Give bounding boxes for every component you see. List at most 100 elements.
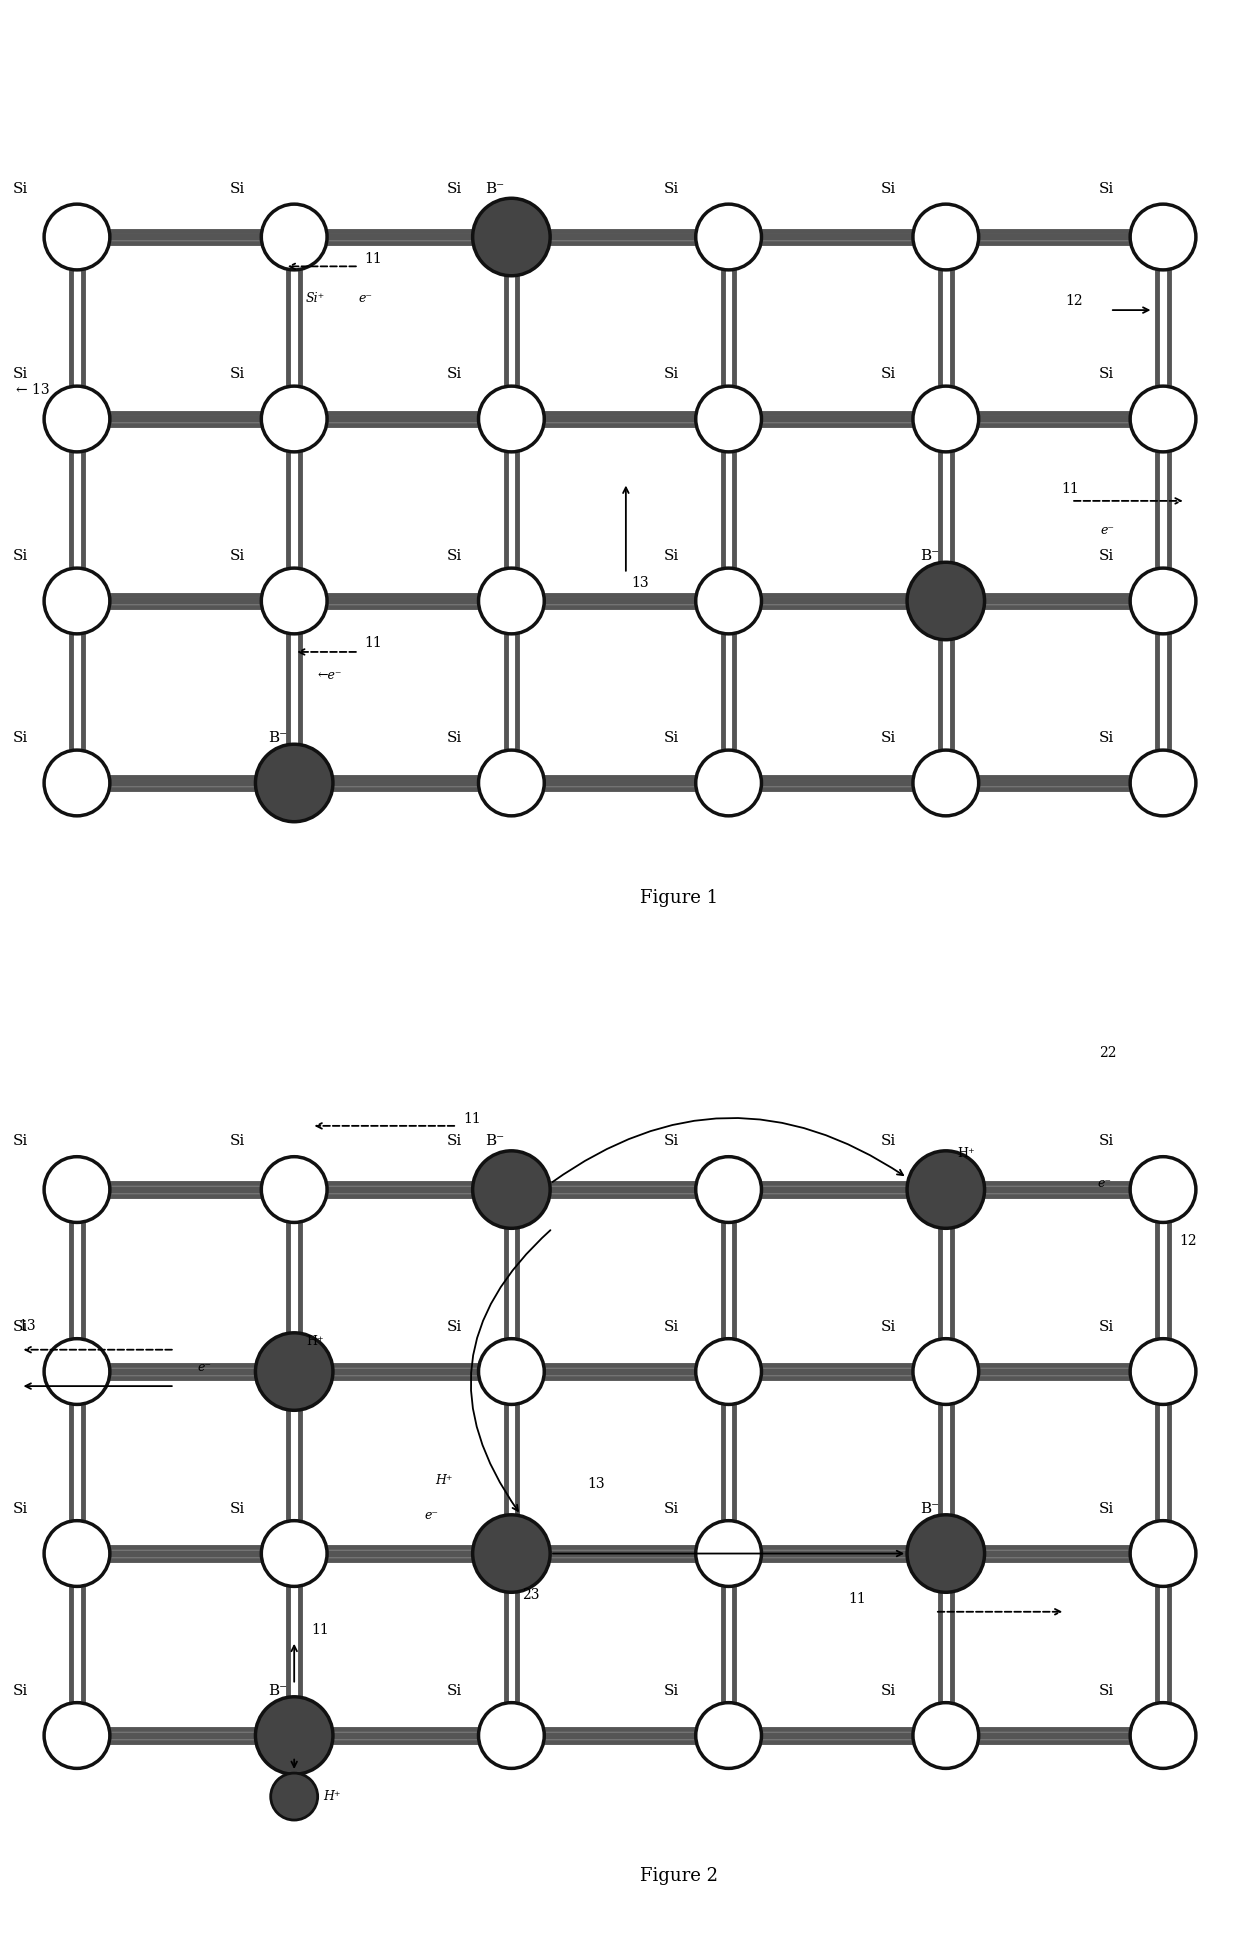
Circle shape <box>479 387 544 451</box>
Text: 11: 11 <box>365 635 382 649</box>
Circle shape <box>696 1157 761 1223</box>
Text: e⁻: e⁻ <box>424 1510 439 1522</box>
Circle shape <box>913 1702 978 1768</box>
Text: 11: 11 <box>365 252 382 266</box>
Text: Si: Si <box>665 367 680 381</box>
Text: Si: Si <box>446 1684 463 1698</box>
Text: 11: 11 <box>311 1624 330 1637</box>
Circle shape <box>1130 750 1195 817</box>
Text: Si: Si <box>1099 182 1114 195</box>
Circle shape <box>696 1702 761 1768</box>
Circle shape <box>1130 203 1195 270</box>
Circle shape <box>45 1338 110 1405</box>
Text: 12: 12 <box>1179 1233 1198 1247</box>
Text: e⁻: e⁻ <box>358 291 373 305</box>
Text: Si: Si <box>665 731 680 744</box>
Circle shape <box>45 750 110 817</box>
Text: 13: 13 <box>631 576 650 590</box>
Text: 11: 11 <box>1061 483 1080 496</box>
Text: B⁻: B⁻ <box>920 1503 939 1516</box>
Circle shape <box>908 563 985 639</box>
Text: Si: Si <box>446 549 463 563</box>
Text: Si: Si <box>665 1684 680 1698</box>
Text: Si: Si <box>882 367 897 381</box>
Text: H⁺: H⁺ <box>306 1335 324 1348</box>
Circle shape <box>696 1520 761 1587</box>
Circle shape <box>472 1514 551 1593</box>
Text: Si: Si <box>446 1321 463 1335</box>
Text: 22: 22 <box>1099 1045 1116 1061</box>
Circle shape <box>1130 387 1195 451</box>
Circle shape <box>472 197 551 276</box>
Circle shape <box>45 203 110 270</box>
Text: Figure 2: Figure 2 <box>640 1866 718 1886</box>
Text: Si: Si <box>1099 1503 1114 1516</box>
Text: Si: Si <box>1099 731 1114 744</box>
Text: Si: Si <box>229 1503 244 1516</box>
Text: 13: 13 <box>19 1319 36 1333</box>
Text: Si: Si <box>1099 1684 1114 1698</box>
Text: Si: Si <box>446 367 463 381</box>
Text: Si: Si <box>12 731 27 744</box>
Text: Si: Si <box>12 367 27 381</box>
Circle shape <box>1130 1520 1195 1587</box>
Text: Si: Si <box>229 367 244 381</box>
Text: Si: Si <box>1099 367 1114 381</box>
Text: B⁻: B⁻ <box>486 1135 505 1149</box>
Text: Si: Si <box>1099 1321 1114 1335</box>
Text: Si: Si <box>882 1684 897 1698</box>
Circle shape <box>270 1772 317 1819</box>
Text: Si: Si <box>665 1135 680 1149</box>
Circle shape <box>696 569 761 633</box>
Text: Si: Si <box>882 1135 897 1149</box>
Text: 23: 23 <box>522 1589 539 1602</box>
Circle shape <box>1130 569 1195 633</box>
Text: Si⁺: Si⁺ <box>306 291 325 305</box>
Circle shape <box>1130 1157 1195 1223</box>
Circle shape <box>913 203 978 270</box>
Text: Si: Si <box>12 1321 27 1335</box>
Text: Si: Si <box>229 1135 244 1149</box>
Text: e⁻: e⁻ <box>197 1362 211 1374</box>
Text: e⁻: e⁻ <box>1097 1176 1112 1190</box>
Circle shape <box>255 744 332 823</box>
Text: Si: Si <box>1099 1135 1114 1149</box>
Circle shape <box>255 1333 332 1411</box>
Circle shape <box>262 1520 327 1587</box>
Circle shape <box>262 569 327 633</box>
Text: Figure 1: Figure 1 <box>640 889 718 907</box>
Text: e⁻: e⁻ <box>1101 524 1115 537</box>
Text: 12: 12 <box>1065 293 1083 307</box>
Text: Si: Si <box>665 182 680 195</box>
Text: H⁺: H⁺ <box>435 1473 453 1487</box>
Text: Si: Si <box>882 182 897 195</box>
Circle shape <box>472 1151 551 1229</box>
Text: B⁻: B⁻ <box>920 549 939 563</box>
Circle shape <box>696 203 761 270</box>
Text: H⁺: H⁺ <box>957 1147 975 1161</box>
Circle shape <box>262 203 327 270</box>
Text: Si: Si <box>12 549 27 563</box>
Circle shape <box>913 750 978 817</box>
Text: Si: Si <box>229 549 244 563</box>
Text: H⁺: H⁺ <box>324 1790 341 1804</box>
Text: 11: 11 <box>463 1112 481 1126</box>
Circle shape <box>1130 1338 1195 1405</box>
Text: Si: Si <box>882 731 897 744</box>
Text: Si: Si <box>882 1321 897 1335</box>
Circle shape <box>913 1338 978 1405</box>
Circle shape <box>908 1151 985 1229</box>
Text: Si: Si <box>12 1684 27 1698</box>
Circle shape <box>45 569 110 633</box>
Circle shape <box>45 387 110 451</box>
Text: Si: Si <box>12 1135 27 1149</box>
Circle shape <box>45 1157 110 1223</box>
Text: Si: Si <box>229 182 244 195</box>
Text: B⁻: B⁻ <box>268 731 288 744</box>
Text: Si: Si <box>446 182 463 195</box>
Text: Si: Si <box>665 549 680 563</box>
Circle shape <box>479 1702 544 1768</box>
Text: Si: Si <box>446 731 463 744</box>
Text: Si: Si <box>665 1321 680 1335</box>
Text: Si: Si <box>12 1503 27 1516</box>
